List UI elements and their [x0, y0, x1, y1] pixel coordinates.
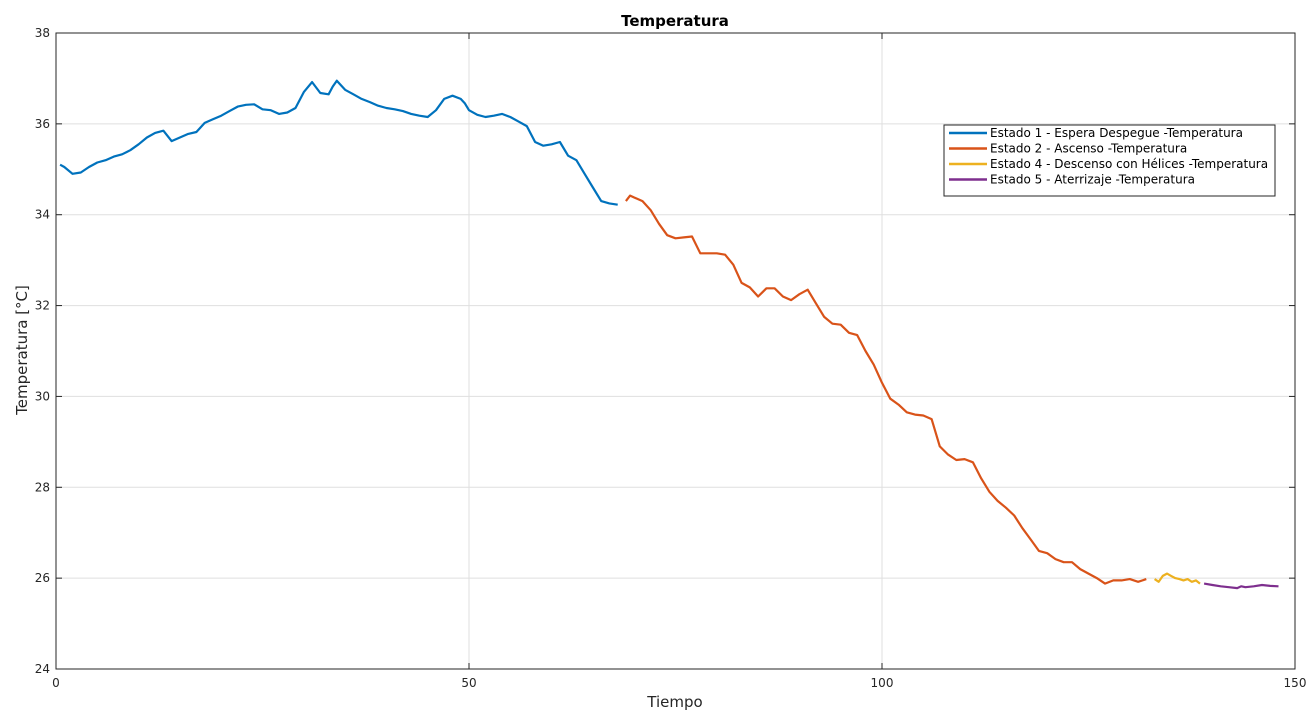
series-line-2 — [625, 194, 1147, 585]
series-line-4 — [1203, 582, 1279, 590]
legend-label: Estado 5 - Aterrizaje -Temperatura — [990, 173, 1195, 187]
legend: Estado 1 - Espera Despegue -Temperatura E… — [943, 124, 1276, 197]
x-axis-label: Tiempo — [646, 693, 702, 711]
legend-label: Estado 4 - Descenso con Hélices -Tempera… — [990, 157, 1268, 171]
y-tick-label: 34 — [35, 208, 50, 222]
y-axis: 24 26 28 30 32 34 36 38 — [35, 26, 1295, 676]
series-line-3 — [1153, 572, 1201, 585]
x-tick-label: 150 — [1284, 676, 1307, 690]
y-tick-label: 28 — [35, 480, 50, 494]
legend-box — [943, 124, 1276, 197]
chart-title: Temperatura — [621, 12, 729, 30]
y-axis-label: Temperatura [°C] — [13, 285, 31, 416]
y-tick-label: 26 — [35, 571, 50, 585]
y-tick-label: 36 — [35, 117, 50, 131]
y-tick-label: 24 — [35, 662, 50, 676]
y-tick-label: 30 — [35, 389, 50, 403]
legend-label: Estado 2 - Ascenso -Temperatura — [990, 142, 1187, 156]
series-line-1 — [59, 79, 618, 206]
x-tick-label: 0 — [52, 676, 60, 690]
legend-label: Estado 1 - Espera Despegue -Temperatura — [990, 126, 1243, 140]
y-tick-label: 38 — [35, 26, 50, 40]
x-axis: 0 50 100 150 — [52, 33, 1306, 690]
series-lines — [59, 79, 1279, 590]
plot-area-border — [55, 32, 1296, 670]
y-tick-label: 32 — [35, 299, 50, 313]
x-tick-label: 50 — [461, 676, 476, 690]
x-tick-label: 100 — [871, 676, 894, 690]
